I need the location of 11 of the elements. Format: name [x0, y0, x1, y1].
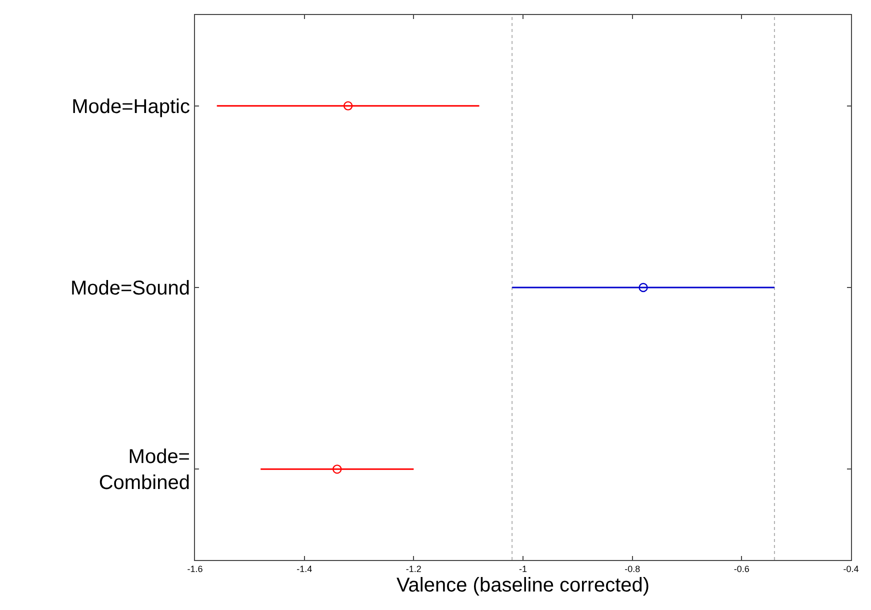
x-tick-label: -1.6	[187, 564, 203, 574]
x-tick-label: -0.6	[734, 564, 750, 574]
x-tick-label: -0.4	[843, 564, 859, 574]
x-tick-label: -1.4	[296, 564, 312, 574]
x-axis-title: Valence (baseline corrected)	[396, 574, 650, 596]
y-tick-label: Mode=Sound	[70, 278, 190, 300]
y-tick-label: Mode= Combined	[98, 446, 190, 494]
x-tick-label: -1	[518, 564, 528, 574]
x-tick-label: -1.2	[406, 564, 422, 574]
x-tick-label: -0.8	[624, 564, 640, 574]
y-tick-label: Mode=Haptic	[72, 96, 190, 118]
